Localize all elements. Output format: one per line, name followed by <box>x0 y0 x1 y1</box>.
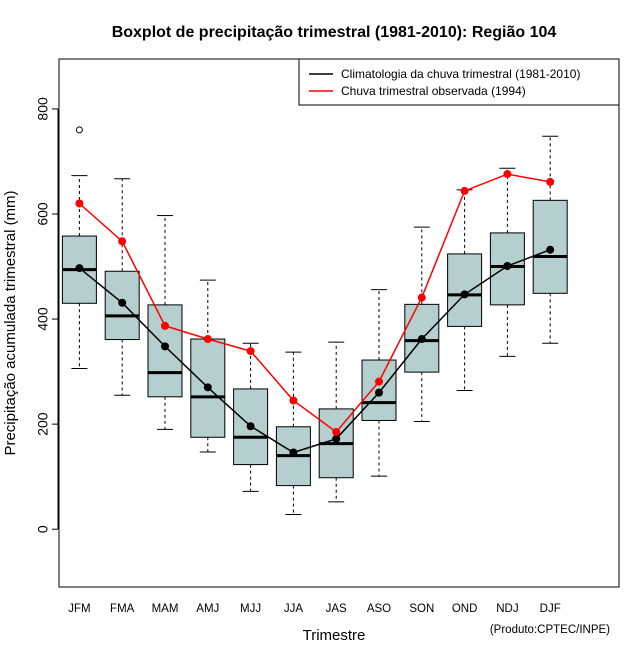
y-axis-label: Precipitação acumulada trimestral (mm) <box>2 190 19 455</box>
x-tick-label: MJJ <box>240 603 261 615</box>
series-point-observed-1994 <box>203 335 212 344</box>
series-point-observed-1994 <box>289 396 298 405</box>
legend-label-observed: Chuva trimestral observada (1994) <box>341 84 526 98</box>
x-tick-label: MAM <box>152 603 179 615</box>
x-tick-label: FMA <box>110 603 135 615</box>
x-axis-label: Trimestre <box>303 627 366 644</box>
series-point-climatology <box>203 383 212 392</box>
series-point-observed-1994 <box>161 321 169 330</box>
series-line-observed-1994 <box>78 173 551 434</box>
box-jfm <box>61 126 97 369</box>
series-point-climatology <box>332 434 341 443</box>
box-amj <box>190 279 226 453</box>
series-point-observed-1994 <box>332 428 341 437</box>
series-point-observed-1994 <box>118 237 127 246</box>
box-fma <box>104 178 140 396</box>
box-jas <box>318 341 354 503</box>
x-axis: JFM FMA MAM AMJ MJJ JJA JAS ASO SON OND NDJ DJF <box>68 603 561 615</box>
y-tick-label: 800 <box>35 97 51 121</box>
box-jja <box>275 351 311 515</box>
series-point-climatology <box>375 388 383 397</box>
series-point-observed-1994 <box>460 186 469 195</box>
box-son <box>404 226 440 423</box>
iqr-box <box>147 304 183 398</box>
legend: Climatologia da chuva trimestral (1981-2… <box>298 58 620 106</box>
boxes-group <box>61 126 568 515</box>
x-tick-label: ASO <box>367 603 391 615</box>
series-point-climatology <box>546 245 555 254</box>
box-ond <box>447 189 483 392</box>
series-point-climatology <box>289 448 298 457</box>
x-tick-label: OND <box>452 603 478 615</box>
x-tick-label: NDJ <box>496 603 518 615</box>
series-point-observed-1994 <box>546 177 555 186</box>
series-point-climatology <box>118 298 127 307</box>
series-point-observed-1994 <box>375 377 383 386</box>
iqr-box <box>447 253 483 327</box>
x-tick-label: JAS <box>326 603 347 615</box>
series-line-climatology <box>78 248 551 454</box>
series-point-climatology <box>75 264 84 273</box>
series-lines <box>75 170 555 457</box>
series-point-climatology <box>161 342 169 351</box>
outlier-point <box>75 126 83 134</box>
series-point-observed-1994 <box>503 170 512 179</box>
box-mam <box>147 215 183 430</box>
y-tick-label: 0 <box>35 525 51 533</box>
y-tick-label: 200 <box>35 412 51 436</box>
x-tick-label: AMJ <box>196 603 219 615</box>
series-point-observed-1994 <box>75 199 84 208</box>
credit-text: (Produto:CPTEC/INPE) <box>490 624 610 636</box>
chart-title: Boxplot de precipitação trimestral (1981… <box>112 24 557 41</box>
series-point-observed-1994 <box>246 347 255 356</box>
series-point-climatology <box>417 335 426 344</box>
y-tick-label: 600 <box>35 202 51 226</box>
series-point-observed-1994 <box>417 293 426 302</box>
series-point-climatology <box>246 422 255 431</box>
x-tick-label: JJA <box>284 603 304 615</box>
y-tick-label: 400 <box>35 307 51 331</box>
x-tick-label: SON <box>409 603 434 615</box>
x-tick-label: JFM <box>68 603 90 615</box>
legend-box <box>298 58 620 106</box>
series-point-climatology <box>503 261 512 270</box>
legend-label-climatology: Climatologia da chuva trimestral (1981-2… <box>341 67 580 81</box>
box-djf <box>532 135 568 344</box>
x-tick-label: DJF <box>540 603 561 615</box>
y-axis: 0 200 400 600 800 <box>35 97 59 533</box>
series-point-climatology <box>460 290 469 299</box>
